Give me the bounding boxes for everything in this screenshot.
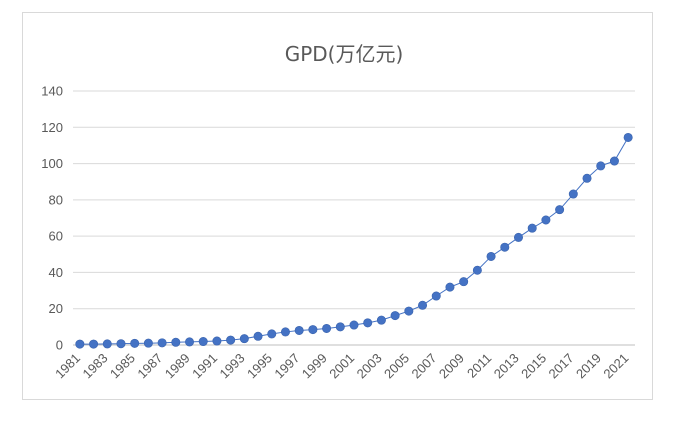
data-point	[280, 327, 290, 337]
data-point	[185, 337, 195, 347]
data-point	[143, 338, 153, 348]
data-point	[404, 306, 414, 316]
data-point	[322, 323, 332, 333]
data-point	[445, 282, 455, 292]
data-point	[294, 325, 304, 335]
data-point	[500, 242, 510, 252]
data-point	[472, 265, 482, 275]
data-point	[568, 189, 578, 199]
data-point	[116, 339, 126, 349]
data-point	[308, 325, 318, 335]
x-tick-label: 1993	[217, 350, 248, 381]
data-point	[418, 300, 428, 310]
data-point	[459, 277, 469, 287]
x-tick-label: 1985	[107, 350, 138, 381]
data-point	[555, 205, 565, 215]
data-point	[513, 232, 523, 242]
data-point	[212, 336, 222, 346]
data-point	[349, 320, 359, 330]
y-tick-label: 80	[49, 192, 63, 207]
data-points	[75, 132, 633, 349]
data-point	[157, 338, 167, 348]
data-point	[596, 161, 606, 171]
data-point	[239, 334, 249, 344]
data-point	[267, 329, 277, 339]
y-tick-label: 140	[41, 84, 63, 99]
data-point	[431, 291, 441, 301]
data-point	[198, 337, 208, 347]
tick-labels: 0204060801001201401981198319851987198919…	[41, 84, 631, 382]
x-tick-label: 2005	[381, 350, 412, 381]
x-tick-label: 1999	[299, 350, 330, 381]
y-tick-label: 20	[49, 301, 63, 316]
chart-frame: GPD(万亿元) 0 20 40 60 80 100 120 140 1981 1983 1985 1…	[22, 12, 653, 400]
data-point	[609, 156, 619, 166]
x-tick-label: 2009	[436, 350, 467, 381]
data-point	[376, 315, 386, 325]
y-tick-label: 60	[49, 229, 63, 244]
data-point	[89, 339, 99, 349]
x-tick-label: 2003	[354, 350, 385, 381]
x-tick-label: 1987	[134, 350, 165, 381]
x-tick-label: 2001	[326, 350, 357, 381]
series-line	[79, 137, 629, 345]
gridlines	[73, 90, 635, 310]
x-tick-label: 2021	[600, 350, 631, 381]
chart-title: GPD(万亿元)	[285, 42, 404, 66]
data-point	[171, 337, 181, 347]
data-point	[541, 215, 551, 225]
data-point	[363, 318, 373, 328]
data-point	[335, 322, 345, 332]
x-tick-label: 2013	[491, 350, 522, 381]
series-line-layer	[79, 137, 629, 345]
data-point	[75, 339, 85, 349]
data-point	[226, 335, 236, 345]
y-tick-label: 120	[41, 120, 63, 135]
data-point	[527, 223, 537, 233]
x-tick-label: 2015	[518, 350, 549, 381]
y-tick-label: 0	[56, 338, 63, 353]
x-tick-label: 1995	[244, 350, 275, 381]
data-point	[486, 251, 496, 261]
data-point	[623, 132, 633, 142]
data-point	[253, 331, 263, 341]
x-tick-label: 2007	[408, 350, 439, 381]
x-tick-label: 1991	[189, 350, 220, 381]
x-tick-label: 2017	[546, 350, 577, 381]
x-tick-label: 1997	[271, 350, 302, 381]
x-tick-label: 1989	[162, 350, 193, 381]
x-tick-label: 1983	[80, 350, 111, 381]
y-tick-label: 40	[49, 265, 63, 280]
data-point	[102, 339, 112, 349]
x-tick-label: 1981	[52, 350, 83, 381]
data-point	[582, 173, 592, 183]
data-point	[130, 338, 140, 348]
chart: GPD(万亿元) 0204060801001201401981198319851…	[41, 42, 635, 382]
x-tick-label: 2019	[573, 350, 604, 381]
x-tick-label: 2011	[464, 350, 494, 380]
data-point	[390, 311, 400, 321]
y-tick-label: 100	[41, 156, 63, 171]
